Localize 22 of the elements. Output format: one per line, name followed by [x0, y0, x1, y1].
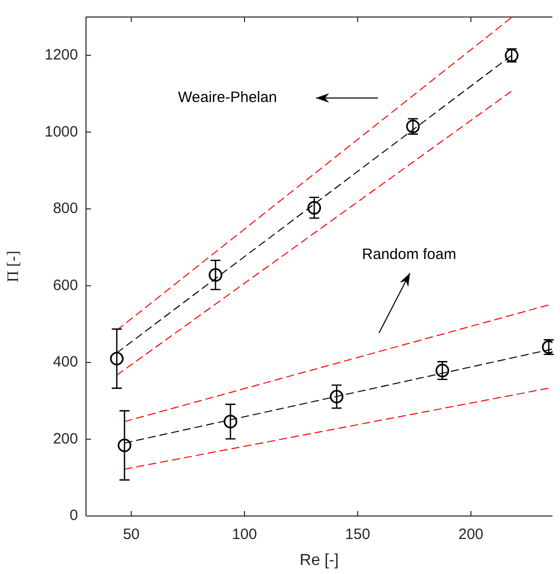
x-axis-title: Re [-]: [300, 552, 339, 569]
y-axis-title: Π [-]: [4, 250, 22, 282]
annotation: Weaire-Phelan: [178, 89, 277, 106]
x-tick-label: 50: [122, 526, 140, 544]
y-tick-label: 200: [52, 430, 78, 448]
point: [436, 364, 450, 378]
point: [208, 268, 222, 282]
x-tick-label: 100: [232, 526, 257, 544]
y-tick-label: 1200: [44, 46, 78, 64]
point: [307, 200, 322, 215]
y-tick-label: 0: [70, 507, 78, 524]
point: [118, 438, 132, 452]
point: [110, 352, 124, 366]
y-tick-label: 600: [52, 276, 78, 294]
y-tick-label: 1000: [44, 123, 78, 140]
point: [330, 390, 344, 404]
x-tick-label: 200: [458, 526, 484, 544]
point: [224, 414, 238, 428]
y-tick-label: 400: [52, 354, 78, 371]
x-tick-label: 150: [345, 526, 370, 544]
y-tick-label: 800: [52, 200, 78, 218]
annotation: Random foam: [362, 246, 456, 264]
